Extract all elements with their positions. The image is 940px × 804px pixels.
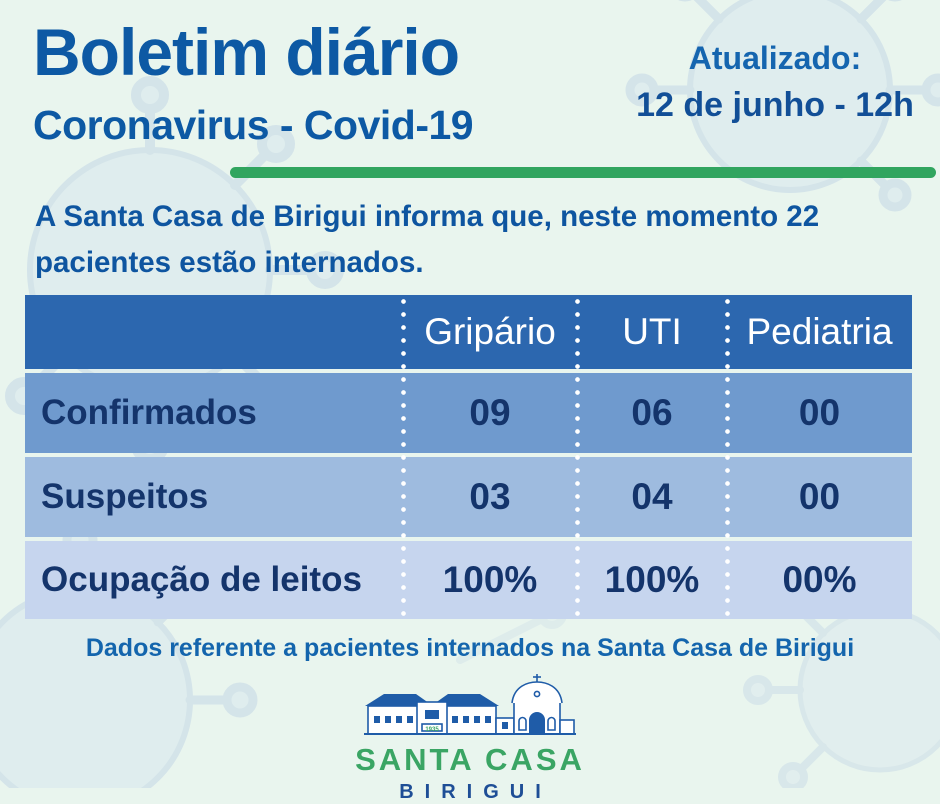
page-title: Boletim diário xyxy=(33,15,460,89)
cell-value: 00% xyxy=(782,559,857,600)
row-label: Confirmados xyxy=(41,393,257,432)
column-header-uti: UTI xyxy=(622,311,682,352)
intro-text: A Santa Casa de Birigui informa que, nes… xyxy=(35,200,820,279)
updated-label: Atualizado: xyxy=(688,40,862,76)
dotted-column-separator xyxy=(725,295,730,619)
updated-block: Atualizado: 12 de junho - 12h xyxy=(625,40,925,125)
cell-value: 100% xyxy=(604,559,700,600)
cell-value: 06 xyxy=(631,392,673,433)
row-label: Ocupação de leitos xyxy=(41,560,362,599)
cell-value: 00 xyxy=(798,476,841,517)
cell-value: 09 xyxy=(469,392,511,433)
logo-name-text: SANTA CASA xyxy=(355,742,585,777)
cell-value: 03 xyxy=(469,476,511,517)
logo-year: 1935 xyxy=(425,727,439,733)
column-header-gripario: Gripário xyxy=(424,311,556,352)
hospital-building-icon: 1935 xyxy=(364,674,576,735)
column-header-pediatria: Pediatria xyxy=(746,311,893,352)
patients-table: Gripário UTI Pediatria Confirmados 09 06… xyxy=(25,295,912,623)
updated-date: 12 de junho - 12h xyxy=(636,86,914,124)
page-subtitle: Coronavirus - Covid-19 xyxy=(33,102,474,148)
table-row-ocupacao: Ocupação de leitos 100% 100% 00% xyxy=(25,541,912,619)
footer-note: Dados referente a pacientes internados n… xyxy=(85,634,855,662)
cell-value: 04 xyxy=(631,476,673,517)
green-divider-rule xyxy=(230,167,936,178)
santa-casa-logo: 1935 SANTA CASA BIRIGUI xyxy=(0,672,940,804)
cell-value: 00 xyxy=(798,392,841,433)
dotted-column-separator xyxy=(575,295,580,619)
table-row-suspeitos: Suspeitos 03 04 00 xyxy=(25,457,912,537)
row-label: Suspeitos xyxy=(41,477,209,516)
logo-city-text: BIRIGUI xyxy=(399,781,552,803)
dotted-column-separator xyxy=(401,295,406,619)
cell-value: 100% xyxy=(442,559,538,600)
table-row-confirmados: Confirmados 09 06 00 xyxy=(25,373,912,453)
table-header-row: Gripário UTI Pediatria xyxy=(25,295,912,369)
